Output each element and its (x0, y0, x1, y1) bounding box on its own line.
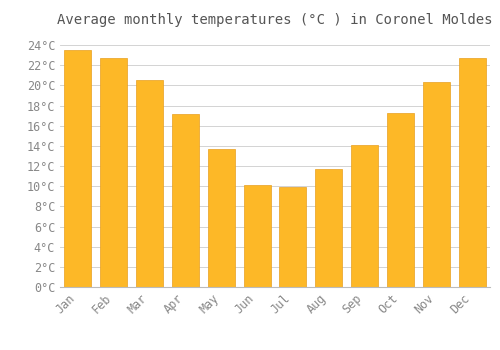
Title: Average monthly temperatures (°C ) in Coronel Moldes: Average monthly temperatures (°C ) in Co… (57, 13, 493, 27)
Bar (351, 145, 378, 287)
Bar (316, 169, 342, 287)
Bar (458, 58, 485, 287)
Bar (423, 82, 450, 287)
Bar (244, 185, 270, 287)
Bar (172, 114, 199, 287)
Bar (100, 58, 127, 287)
Bar (64, 50, 92, 287)
Bar (387, 113, 414, 287)
Bar (280, 187, 306, 287)
Bar (208, 149, 234, 287)
Bar (136, 80, 163, 287)
